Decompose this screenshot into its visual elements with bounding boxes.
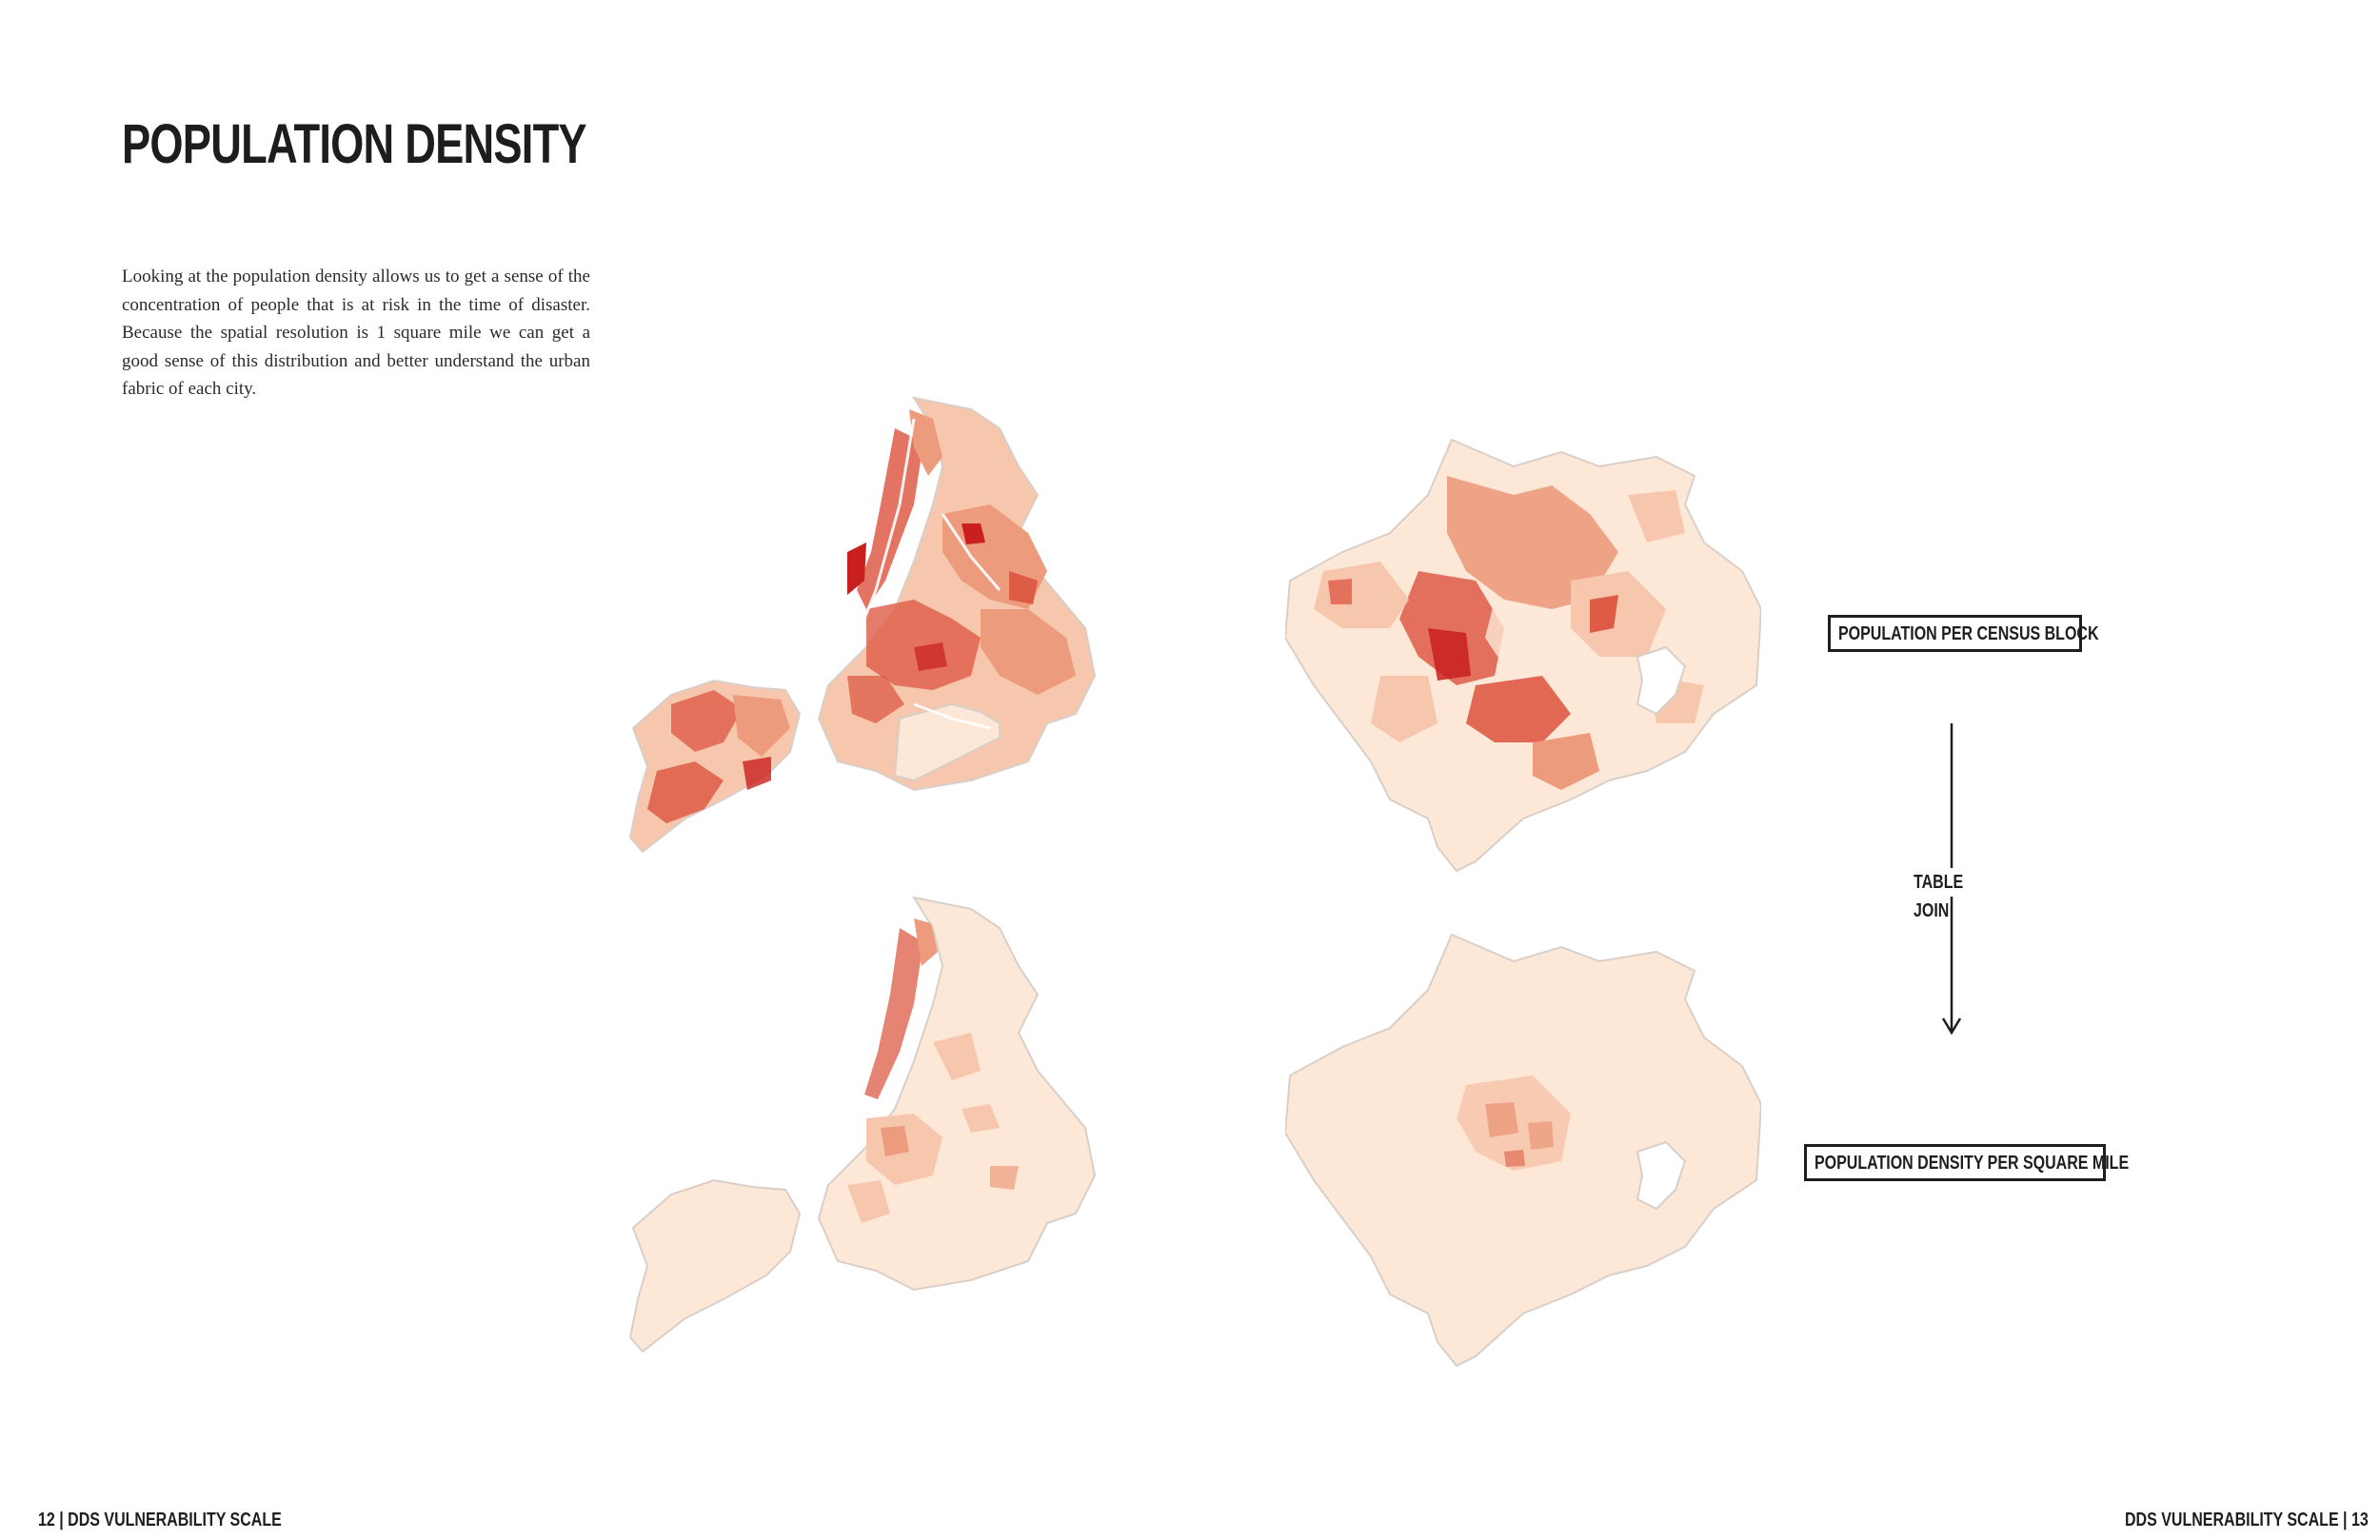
nyc-census-block-map — [628, 390, 1123, 857]
houston-census-block-map-graphic — [1285, 438, 1761, 873]
footer-right: DDS VULNERABILITY SCALE | 13 — [2125, 1509, 2369, 1531]
table-join-label: TABLE JOIN — [1914, 868, 2001, 921]
nyc-density-map-graphic — [628, 896, 1097, 1353]
nyc-census-block-map-graphic — [628, 396, 1097, 854]
footer-left: 12 | DDS VULNERABILITY SCALE — [38, 1509, 282, 1531]
density-square-mile-label-text: POPULATION DENSITY PER SQUARE MILE — [1815, 1153, 2130, 1174]
nyc-density-hotspots — [847, 918, 1019, 1223]
nyc-density-patches — [647, 409, 1076, 823]
houston-bay — [1636, 645, 1687, 716]
houston-density-bay — [1636, 1140, 1687, 1211]
footer-left-text: 12 | DDS VULNERABILITY SCALE — [38, 1510, 282, 1530]
nyc-waterways — [855, 418, 1002, 730]
intro-paragraph: Looking at the population density allows… — [122, 267, 590, 399]
houston-density-map-graphic — [1285, 933, 1761, 1368]
table-join-label-text: TABLE JOIN — [1914, 872, 1964, 921]
nyc-density-base-shapes — [628, 896, 1097, 1353]
census-block-label: POPULATION PER CENSUS BLOCK — [1828, 615, 2099, 652]
houston-density-per-square-mile-map — [1285, 933, 1761, 1371]
density-square-mile-label: POPULATION DENSITY PER SQUARE MILE — [1804, 1144, 2129, 1181]
nyc-density-per-square-mile-map — [628, 890, 1123, 1356]
houston-density-hotspots — [1457, 1076, 1571, 1171]
houston-density-patches — [1314, 476, 1704, 790]
houston-census-block-map — [1285, 438, 1761, 876]
footer-right-text: DDS VULNERABILITY SCALE | 13 — [2125, 1510, 2369, 1530]
page-title: POPULATION DENSITY — [122, 113, 587, 175]
census-block-label-text: POPULATION PER CENSUS BLOCK — [1838, 623, 2099, 644]
